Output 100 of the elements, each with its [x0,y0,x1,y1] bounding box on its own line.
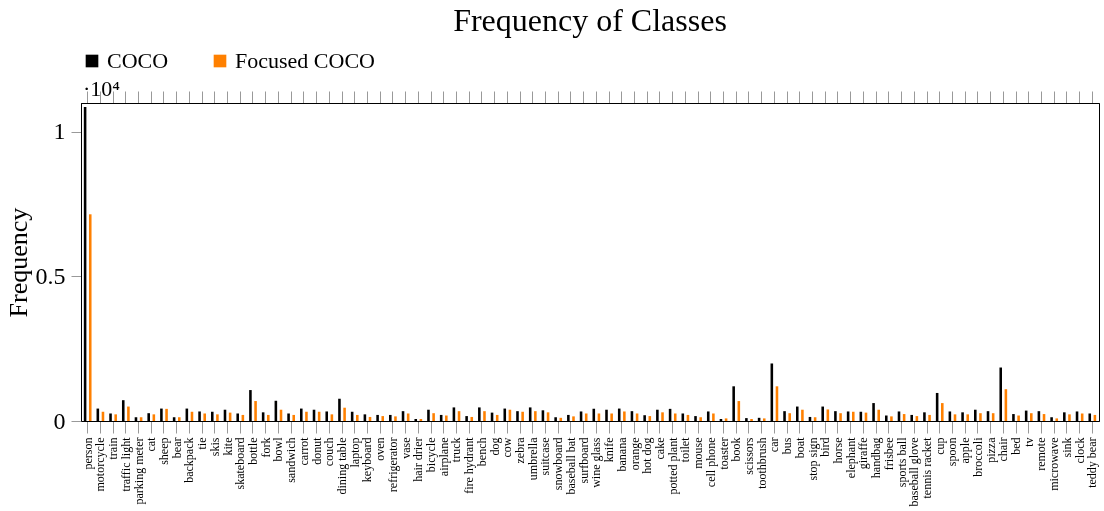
bar [1068,414,1071,421]
x-tick-label: remote [1034,437,1049,471]
bar [254,401,257,421]
x-tick-label: tennis racket [920,436,934,499]
text: ·10⁴ [83,76,121,101]
y-axis-title: Frequency [3,207,33,318]
x-tick-label: train [106,437,121,460]
bar [559,417,563,421]
x-tick-label: carrot [296,436,311,466]
x-tick-label: oven [373,437,388,461]
x-tick-label: fire hydrant [462,436,477,494]
x-tick-label: tie [195,437,210,450]
x-tick-label: zebra [513,436,528,464]
x-tick-label: hot dog [640,437,655,474]
x-tick-label: car [767,437,782,453]
bar [114,414,117,421]
x-tick-label: elephant [843,436,858,479]
x-tick-label: stop sign [805,437,820,481]
bar [750,418,753,421]
x-tick-label: handbag [869,437,884,479]
bar [610,413,613,421]
bar [343,407,346,421]
bar [127,406,130,421]
bar [1030,413,1033,421]
x-tick-label: snowboard [551,437,566,491]
x-tick-label: chair [996,437,1011,462]
bar [470,416,474,421]
x-tick-label: orange [627,437,642,471]
x-tick-label: baseball bat [563,436,578,495]
bar [483,411,486,421]
bar [1017,415,1020,421]
x-tick-label: boat [792,436,807,459]
bar [432,413,435,421]
bar [394,416,397,421]
x-tick-label: knife [602,437,617,463]
bar [788,413,791,421]
x-tick-label: bus [780,437,795,455]
x-tick-label: sandwich [284,437,299,483]
bar [623,411,626,421]
x-tick-label: book [729,437,744,462]
y-tick-label: 0 [53,407,66,434]
x-tick-label: apple [958,437,973,464]
x-tick-label: microwave [1047,437,1062,491]
chart-title: Frequency of Classes [453,2,727,38]
bar [673,413,677,421]
x-tick-label: wine glass [589,437,604,488]
y-tick-label: 1 [53,118,66,145]
y-tick-label: 0.5 [35,262,66,289]
bar [572,416,575,421]
x-tick-label: backpack [182,437,197,483]
bar [584,413,588,421]
x-tick-label: cup [932,437,947,455]
bar [712,413,715,421]
x-tick-label: bed [1009,437,1024,455]
x-tick-label: bowl [271,436,286,462]
bar [305,411,308,421]
x-tick-label: dining table [335,437,350,495]
x-tick-label: person [80,437,95,470]
x-tick-label: skateboard [233,437,248,490]
bar [267,414,270,421]
bar [928,414,931,421]
x-tick-label: mouse [691,437,706,469]
x-tick-label: refrigerator [385,437,400,493]
x-tick-label: baseball glove [907,437,922,507]
x-tick-label: bottle [246,437,260,465]
x-tick-label: surfboard [576,437,591,484]
bar [890,416,893,421]
bar [979,413,982,421]
bar [941,403,944,421]
x-tick-label: dog [487,437,502,456]
x-tick-label: fork [258,437,273,458]
bar [801,409,804,421]
bar [877,409,880,421]
x-tick-label: clock [1072,437,1087,464]
x-tick-label: skis [207,437,222,457]
x-tick-label: couch [322,437,337,467]
bar [534,411,537,421]
x-tick-label: teddy bear [1085,437,1100,488]
x-tick-label: vase [398,437,413,459]
bar [762,418,766,421]
bar [88,214,92,421]
bar [699,417,702,421]
x-tick-label: traffic light [118,436,133,492]
bar [521,411,524,421]
x-tick-label: bench [474,437,489,467]
x-tick-label: kite [220,437,235,456]
bar [839,413,842,421]
x-tick-label: donut [309,436,324,465]
bar [661,412,664,421]
x-tick-label: sports ball [894,436,909,488]
x-tick-label: potted plant [665,436,680,495]
bar [292,414,296,421]
x-tick-label: cat [144,436,159,452]
x-tick-label: bicycle [424,437,439,473]
x-tick-label: hair drier [411,437,426,482]
x-tick-label: banana [614,436,629,472]
bar [203,413,206,421]
x-tick-label: suitcase [538,437,553,476]
bar [356,414,359,421]
x-tick-label: cell phone [703,437,718,488]
